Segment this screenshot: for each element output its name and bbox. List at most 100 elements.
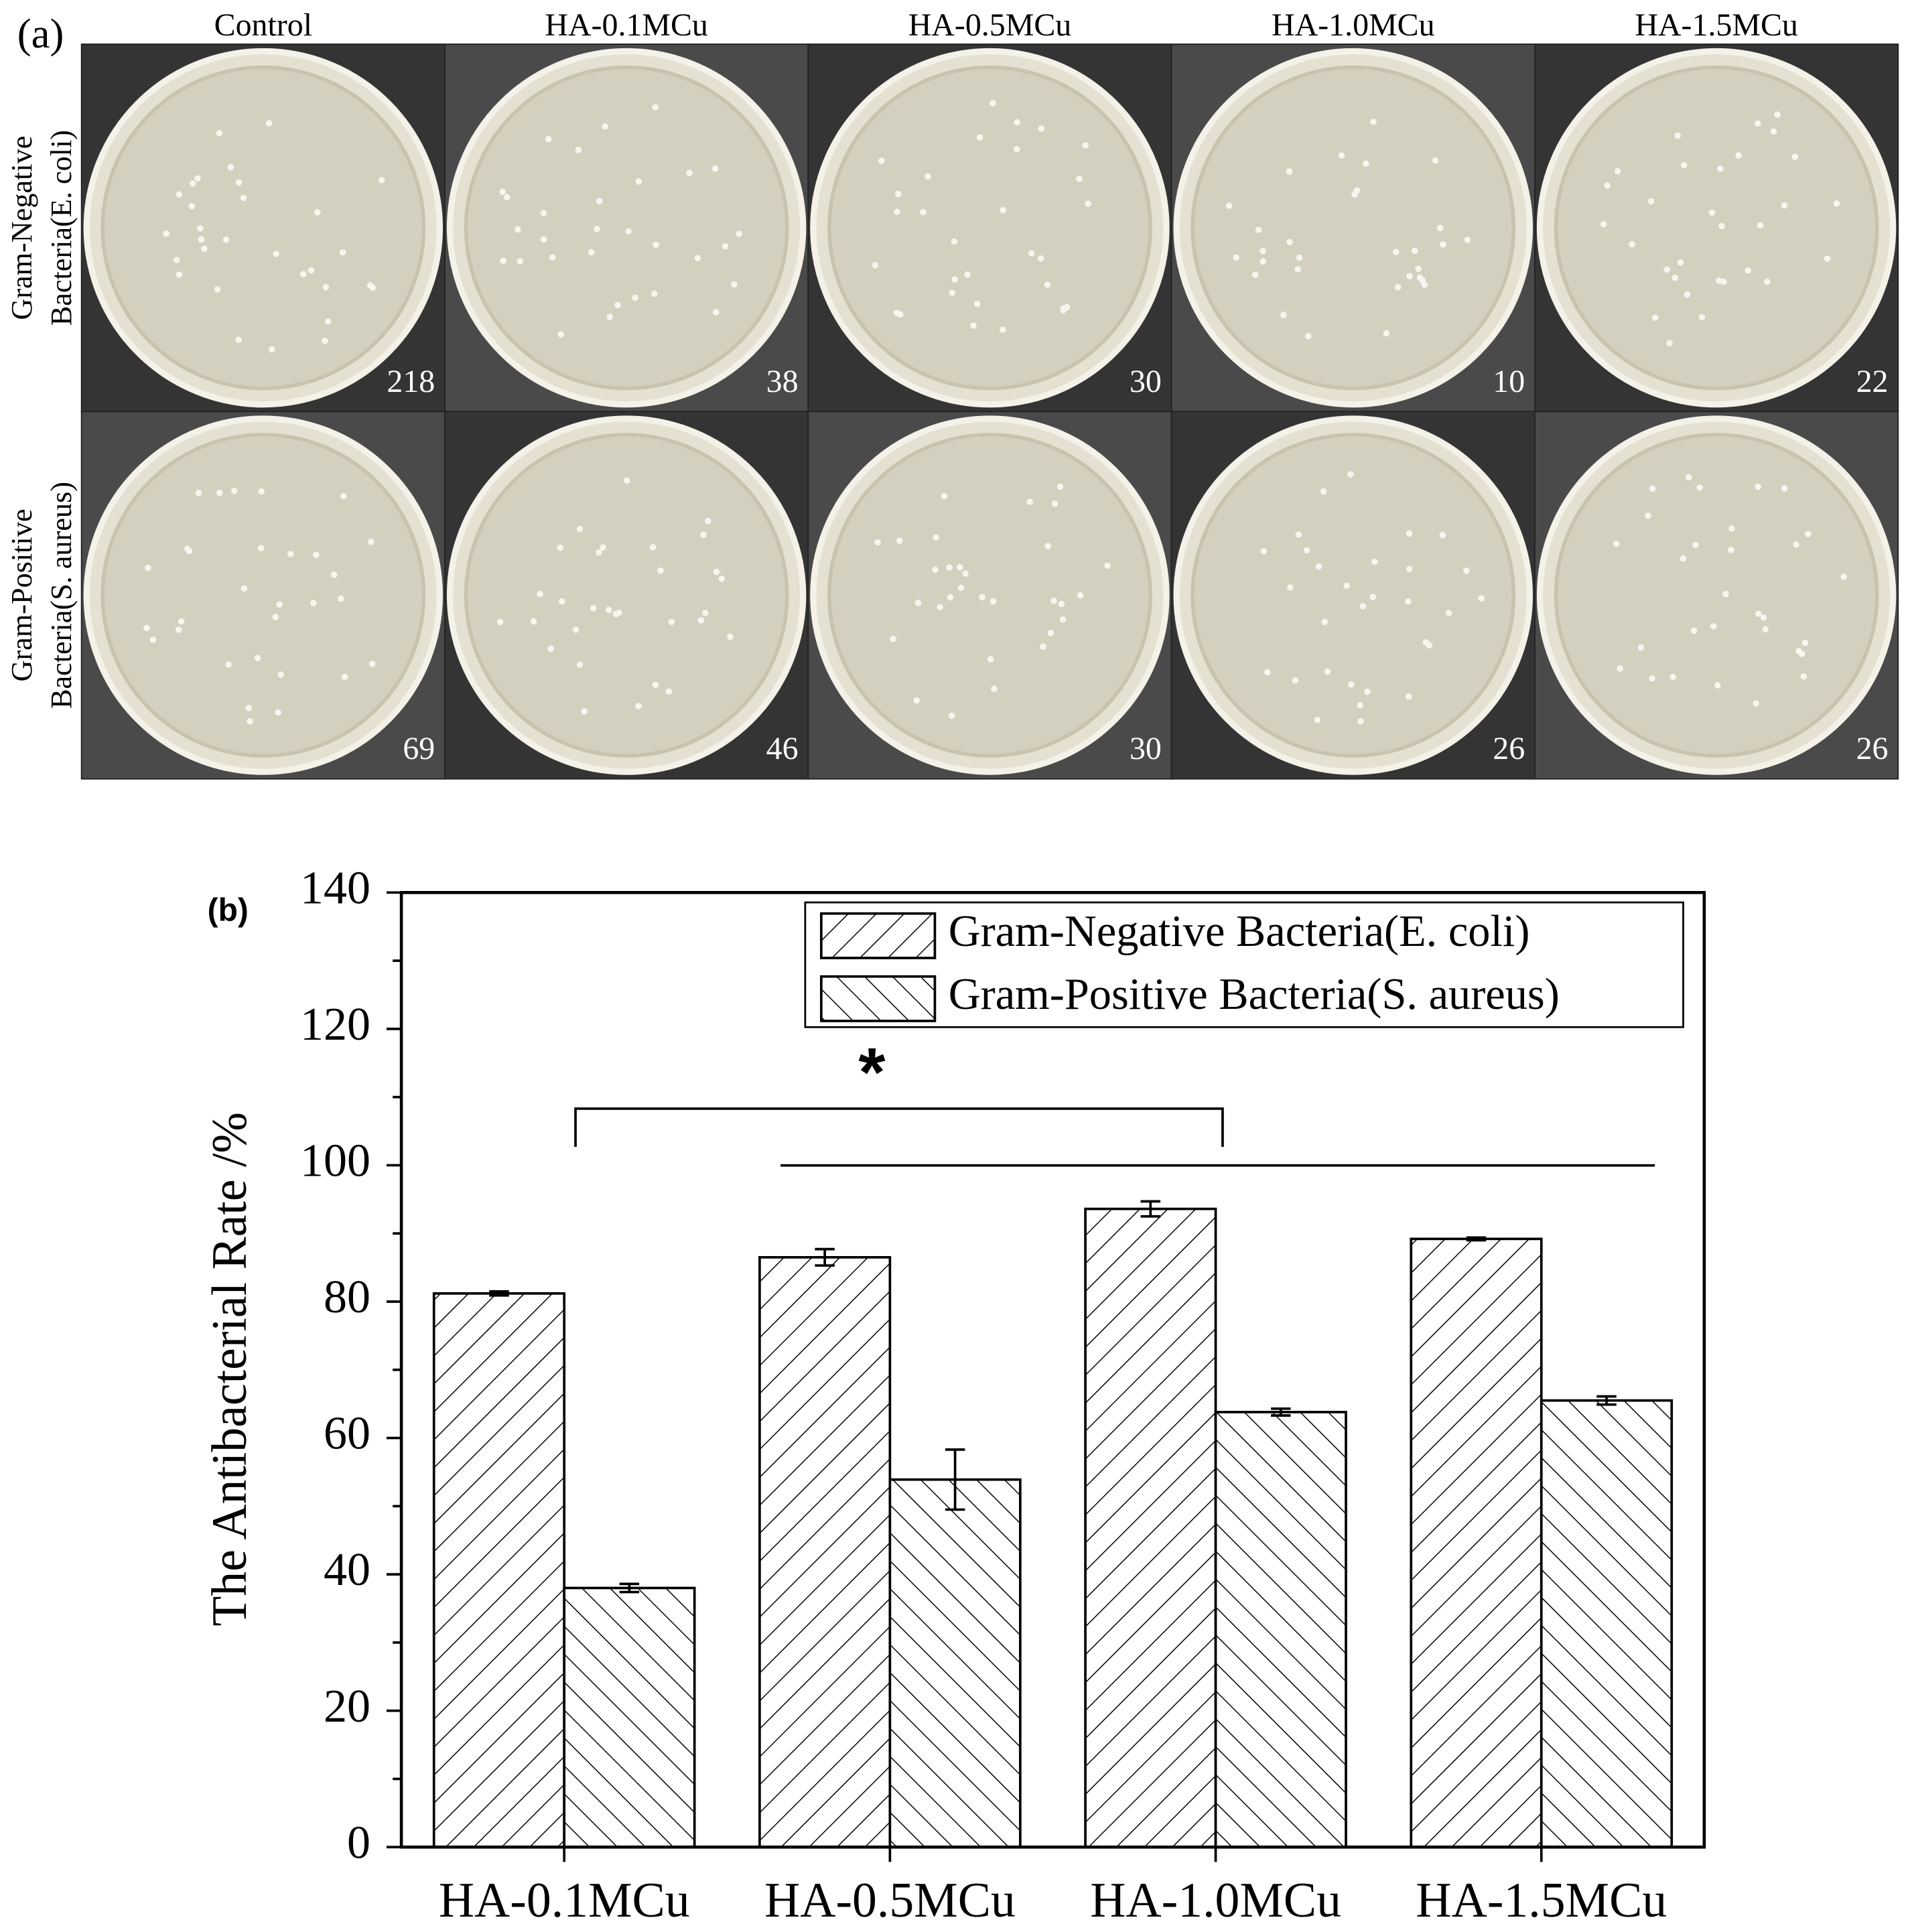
colony: [257, 545, 265, 552]
colony-count: 38: [766, 364, 799, 399]
colony: [190, 180, 196, 187]
colony: [1028, 250, 1035, 257]
colony: [612, 610, 620, 618]
colony: [1432, 157, 1439, 164]
colony: [686, 169, 693, 176]
colony: [1305, 333, 1312, 340]
colony: [894, 208, 900, 215]
colony: [540, 210, 547, 216]
colony: [1371, 558, 1378, 565]
colony: [1680, 161, 1688, 169]
colony: [500, 257, 507, 265]
colony: [1085, 200, 1091, 207]
colony: [590, 605, 597, 612]
colony: [1264, 669, 1271, 676]
colony: [1614, 167, 1621, 175]
colony: [1464, 236, 1471, 243]
colony: [973, 300, 981, 307]
colony: [1680, 555, 1687, 562]
colony: [913, 697, 920, 704]
colony: [254, 654, 261, 662]
colony: [340, 492, 347, 500]
legend-swatch: [819, 912, 937, 959]
colony: [496, 618, 504, 626]
colony: [896, 311, 904, 318]
colony: [235, 336, 242, 344]
colony-count: 22: [1856, 364, 1889, 399]
colony: [369, 661, 376, 667]
colony: [1286, 168, 1293, 175]
plate-agar: [1190, 433, 1516, 758]
colony: [652, 681, 659, 689]
colony: [1353, 187, 1361, 194]
colony: [957, 564, 963, 571]
colony: [1104, 562, 1111, 569]
colony: [1363, 160, 1369, 167]
y-tick-label: 140: [300, 862, 370, 914]
plate-agar: [827, 65, 1152, 391]
colony: [1774, 111, 1781, 118]
colony: [712, 309, 720, 316]
plate-agar: [1554, 433, 1879, 758]
colony: [947, 594, 954, 601]
colony: [499, 188, 506, 196]
colony: [872, 262, 879, 269]
colony: [1754, 120, 1761, 127]
column-label: HA-0.5MCu: [908, 7, 1072, 43]
colony: [987, 656, 994, 663]
colony: [269, 346, 275, 353]
column-label: HA-1.5MCu: [1635, 7, 1798, 43]
colony: [596, 549, 602, 556]
colony: [1059, 616, 1067, 623]
colony: [1320, 488, 1327, 495]
plot-frame: [399, 891, 1706, 1849]
colony: [999, 326, 1006, 334]
colony: [1347, 471, 1354, 478]
colony: [606, 314, 613, 320]
colony: [949, 289, 956, 296]
colony: [1357, 701, 1363, 709]
colony: [1294, 266, 1302, 273]
colony: [1411, 247, 1418, 255]
colony: [1057, 483, 1064, 490]
colony: [1824, 255, 1831, 262]
colony: [1415, 265, 1422, 273]
colony: [614, 301, 621, 309]
colony: [1259, 247, 1266, 255]
colony: [1677, 259, 1684, 266]
colony: [1793, 541, 1799, 548]
colony: [503, 194, 510, 201]
bar: [432, 1292, 566, 1849]
colony: [1637, 644, 1645, 651]
column-label: HA-0.1MCu: [545, 7, 708, 43]
colony: [198, 236, 205, 243]
colony: [1314, 716, 1321, 723]
colony: [657, 567, 664, 574]
colony: [1672, 274, 1678, 281]
colony: [668, 618, 675, 626]
colony: [665, 688, 673, 695]
colony: [201, 245, 208, 253]
colony: [602, 123, 609, 130]
colony: [178, 618, 185, 625]
colony: [216, 489, 223, 496]
colony: [588, 249, 595, 256]
bar: [1540, 1399, 1674, 1849]
panel-label: (b): [208, 892, 249, 928]
colony: [214, 286, 221, 293]
colony: [549, 254, 556, 261]
colony: [216, 130, 223, 137]
colony-count: 218: [387, 364, 435, 399]
colony: [1076, 176, 1083, 182]
colony: [1060, 305, 1067, 312]
colony: [1040, 643, 1046, 650]
colony: [194, 175, 201, 182]
colony: [914, 600, 922, 606]
colony: [1692, 541, 1699, 549]
colony: [1324, 668, 1331, 675]
colony: [1613, 541, 1620, 547]
colony: [1233, 254, 1240, 261]
colony: [1666, 340, 1673, 347]
colony: [937, 604, 943, 611]
